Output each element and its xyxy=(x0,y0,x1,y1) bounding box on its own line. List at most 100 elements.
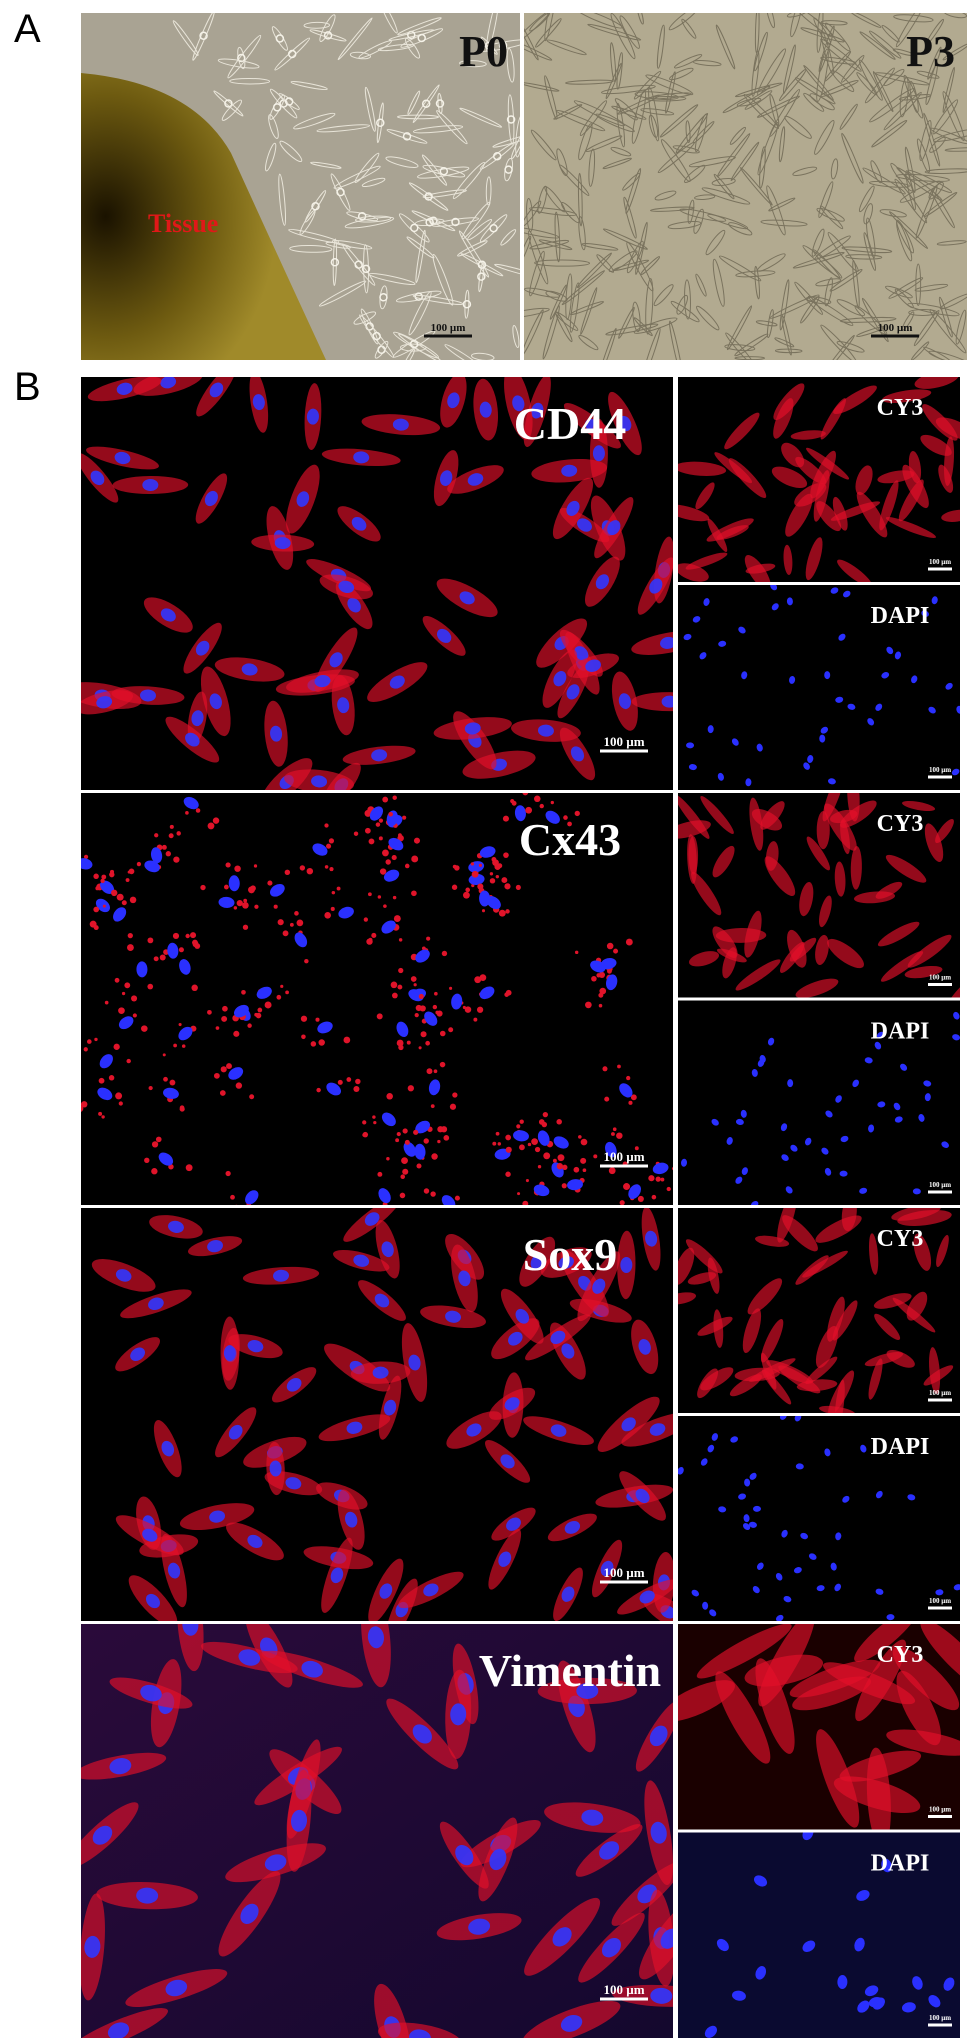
nucleus xyxy=(709,1609,717,1617)
cell xyxy=(354,260,363,269)
cell xyxy=(831,70,855,92)
cell xyxy=(437,1126,444,1133)
nucleus xyxy=(314,674,331,688)
cell xyxy=(907,934,952,968)
cell xyxy=(932,127,967,142)
cell xyxy=(640,256,661,276)
nucleus xyxy=(649,1423,666,1436)
cell xyxy=(179,1106,185,1112)
cell xyxy=(229,77,271,85)
cell xyxy=(552,1158,557,1163)
nucleus xyxy=(90,470,105,486)
cell xyxy=(671,1167,673,1171)
cell xyxy=(642,327,661,360)
nucleus xyxy=(918,1114,925,1122)
cell xyxy=(815,278,842,287)
cell xyxy=(368,892,372,897)
cell xyxy=(441,950,448,957)
cell xyxy=(424,192,433,201)
cell xyxy=(301,1034,306,1040)
cell xyxy=(908,450,922,484)
cell xyxy=(855,1639,907,1722)
cell xyxy=(816,48,829,102)
nucleus xyxy=(830,587,839,594)
cell xyxy=(517,1192,521,1196)
cell xyxy=(811,228,825,257)
nucleus xyxy=(576,1682,599,1699)
cell xyxy=(924,168,967,174)
cell xyxy=(185,1164,193,1172)
cell xyxy=(794,281,824,315)
nucleus xyxy=(816,1585,825,1592)
cell xyxy=(880,951,924,982)
cell xyxy=(591,975,597,982)
cell xyxy=(832,496,848,531)
cell xyxy=(803,92,825,112)
cell xyxy=(929,309,967,354)
nucleus xyxy=(209,382,224,398)
nucleus xyxy=(835,696,844,703)
cell xyxy=(598,992,604,998)
cell xyxy=(885,517,937,539)
cell xyxy=(563,815,568,820)
nucleus xyxy=(688,764,697,771)
cell xyxy=(805,537,823,581)
nucleus xyxy=(150,847,163,864)
cell xyxy=(485,176,492,206)
cell xyxy=(94,1037,98,1042)
cell xyxy=(470,862,475,866)
cell xyxy=(464,1006,472,1013)
cell xyxy=(125,878,130,882)
cell xyxy=(819,1405,856,1413)
nucleus xyxy=(877,1101,886,1108)
cell xyxy=(439,166,449,176)
cell xyxy=(833,385,877,415)
cell xyxy=(478,863,482,867)
cell xyxy=(168,833,174,839)
nucleus xyxy=(270,725,283,742)
nucleus xyxy=(550,1424,567,1437)
nucleus xyxy=(759,1054,766,1063)
cell xyxy=(539,803,544,809)
cell xyxy=(681,18,697,39)
micrograph: CD44 100 µm xyxy=(81,377,673,790)
nucleus xyxy=(638,1338,651,1355)
cell xyxy=(474,976,482,984)
nucleus xyxy=(550,1330,566,1345)
nucleus xyxy=(886,646,894,655)
cell xyxy=(489,878,496,884)
nucleus xyxy=(447,392,460,409)
cell xyxy=(342,243,376,286)
cell xyxy=(358,40,392,59)
nucleus xyxy=(928,706,936,714)
cell xyxy=(505,1134,512,1141)
cell xyxy=(396,1039,404,1047)
cell xyxy=(559,164,590,196)
cell xyxy=(372,1115,376,1119)
cell xyxy=(923,112,941,167)
cell xyxy=(311,202,320,211)
cell xyxy=(907,302,960,317)
nucleus xyxy=(148,1297,164,1311)
cell xyxy=(531,1138,538,1145)
micrograph: CY3 100 µm xyxy=(678,1624,960,1830)
cell xyxy=(730,141,760,182)
nucleus xyxy=(856,1890,870,1901)
cell xyxy=(626,1075,631,1081)
nucleus xyxy=(317,1021,333,1034)
cell xyxy=(556,109,606,132)
cell xyxy=(582,1168,587,1173)
cell xyxy=(172,932,180,940)
cell xyxy=(802,245,843,279)
nucleus xyxy=(553,1136,569,1149)
nucleus xyxy=(692,616,701,623)
nucleus xyxy=(577,518,592,532)
marker-label: Sox9 xyxy=(523,1229,618,1280)
cell xyxy=(734,333,769,357)
cell xyxy=(497,863,503,869)
cell xyxy=(480,36,498,55)
cell xyxy=(660,139,691,182)
cell xyxy=(451,217,460,227)
cell xyxy=(215,1026,220,1030)
cell xyxy=(542,1111,549,1118)
